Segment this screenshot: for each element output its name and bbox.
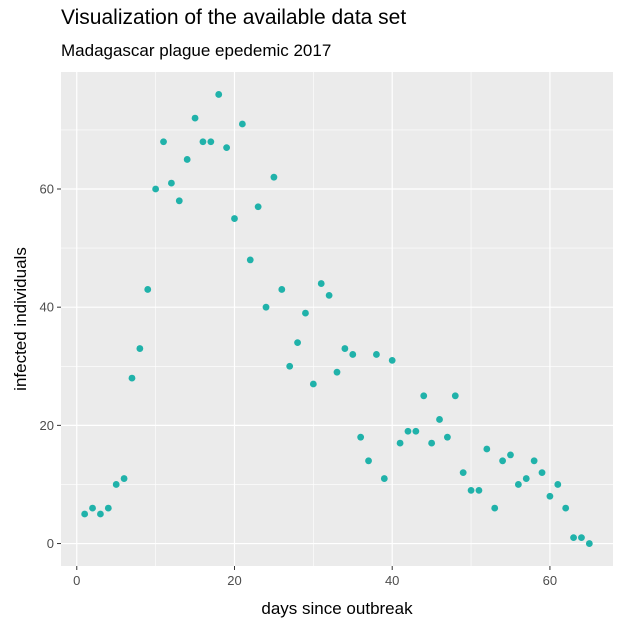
data-point [278, 286, 286, 293]
data-point [317, 280, 325, 287]
data-point [491, 504, 499, 512]
data-point [451, 392, 459, 400]
data-point [81, 510, 89, 518]
data-point [404, 427, 412, 435]
data-point [238, 120, 246, 128]
data-point [444, 433, 451, 441]
minor-gridlines [61, 72, 613, 566]
data-point [89, 504, 96, 512]
data-point [436, 416, 443, 423]
data-point [294, 339, 301, 347]
data-point [183, 156, 191, 163]
data-point [459, 469, 467, 477]
data-point [160, 138, 167, 146]
y-tick-label: 60 [40, 182, 54, 197]
data-point [325, 291, 333, 299]
data-point [270, 173, 278, 181]
data-point [349, 351, 357, 358]
data-point [380, 475, 388, 482]
data-point [104, 504, 112, 512]
x-tick-label: 60 [543, 573, 557, 588]
data-point [483, 445, 491, 453]
y-tick-label: 0 [47, 536, 54, 551]
data-point [333, 368, 341, 376]
data-point [309, 380, 317, 388]
data-point [514, 481, 522, 488]
data-point [120, 475, 128, 482]
data-point [475, 486, 483, 494]
data-point [223, 144, 231, 152]
data-point [144, 286, 152, 293]
y-tick-label: 40 [40, 300, 54, 315]
x-tick-label: 0 [73, 573, 80, 588]
data-point [373, 351, 380, 358]
data-point [207, 138, 215, 146]
data-point [302, 309, 309, 317]
data-point [112, 481, 120, 488]
data-point [262, 303, 270, 311]
data-point [254, 203, 262, 211]
y-axis-title: infected individuals [11, 247, 30, 391]
data-point [570, 534, 577, 542]
data-point [199, 138, 207, 146]
data-points [81, 91, 593, 547]
x-tick-label: 40 [385, 573, 399, 588]
data-point [388, 356, 396, 364]
data-point [546, 492, 554, 500]
data-point [467, 486, 475, 494]
data-point [231, 215, 238, 222]
data-point [522, 475, 530, 482]
data-point [365, 457, 372, 465]
data-point [562, 504, 570, 512]
data-point [246, 256, 254, 264]
data-point [420, 392, 428, 400]
data-point [396, 439, 404, 447]
plot-panel [61, 72, 613, 566]
data-point [215, 91, 223, 98]
data-point [168, 179, 175, 187]
data-point [136, 345, 144, 352]
x-axis-title: days since outbreak [261, 599, 413, 618]
data-point [499, 457, 506, 465]
data-point [428, 439, 436, 447]
x-tick-label: 20 [227, 573, 241, 588]
data-point [554, 481, 562, 488]
data-point [357, 433, 365, 441]
data-point [97, 510, 104, 518]
y-axis-ticks: 0 20 40 60 [40, 182, 61, 551]
data-point [152, 185, 160, 193]
data-point [286, 362, 294, 370]
data-point [530, 457, 538, 465]
x-axis-ticks: 0 20 40 60 [73, 566, 557, 588]
y-tick-label: 20 [40, 418, 54, 433]
data-point [578, 534, 585, 542]
chart-title: Visualization of the available data set [61, 6, 407, 29]
data-point [585, 540, 593, 547]
chart-subtitle: Madagascar plague epedemic 2017 [61, 41, 332, 60]
data-point [191, 114, 199, 122]
data-point [538, 469, 546, 477]
data-point [507, 451, 514, 459]
data-point [128, 374, 136, 382]
data-point [175, 197, 183, 205]
data-point [341, 345, 349, 352]
data-point [412, 427, 420, 435]
